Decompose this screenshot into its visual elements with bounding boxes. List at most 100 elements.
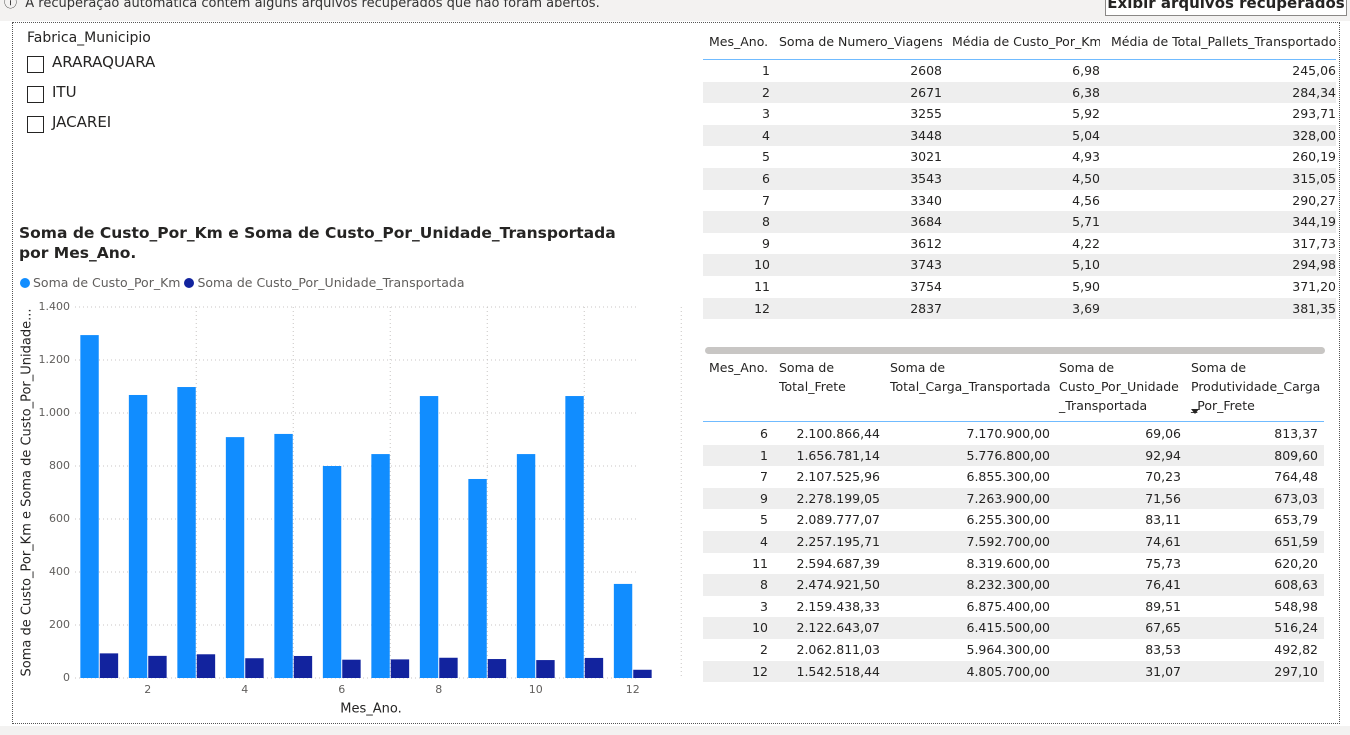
- x-tick-label: 10: [529, 683, 543, 696]
- scrollbar[interactable]: [705, 347, 1325, 354]
- table-cell: 4: [762, 127, 770, 143]
- table-cell: 3021: [910, 149, 942, 165]
- x-tick-label: 12: [626, 683, 640, 696]
- table-cell: 620,20: [1274, 555, 1318, 571]
- table-cell: 293,71: [1292, 106, 1336, 122]
- table-cell: 4: [760, 534, 768, 549]
- table-cell: 6.415.500,00: [966, 620, 1051, 636]
- row-band: [703, 617, 1324, 639]
- y-tick-label: 1.400: [39, 300, 71, 313]
- table-cell: 2608: [910, 63, 942, 78]
- table-cell: 7.170.900,00: [966, 426, 1051, 441]
- table-cell: 2.062.811,03: [796, 642, 881, 657]
- table-cell: 371,20: [1292, 279, 1336, 294]
- table-cell: 5.964.300,00: [966, 642, 1051, 657]
- table-cell: 12: [752, 663, 768, 679]
- table-cell: 3684: [910, 214, 942, 230]
- table-cell: 315,05: [1292, 171, 1336, 186]
- column-header: Média de Total_Pallets_Transportados: [1111, 34, 1336, 49]
- table-cell: 3754: [910, 279, 942, 294]
- row-band: [703, 81, 1336, 104]
- table-cell: 2671: [910, 84, 942, 100]
- table-cell: 4,93: [1072, 149, 1100, 165]
- legend-label: Soma de Custo_Por_Km: [33, 275, 181, 290]
- legend-item: Soma de Custo_Por_Unidade_Transportada: [184, 275, 464, 290]
- table-cell: 5,10: [1072, 257, 1100, 273]
- bar: [245, 658, 264, 678]
- table-cell: 3448: [910, 127, 942, 143]
- table-cell: 284,34: [1292, 84, 1336, 100]
- legend-item: Soma de Custo_Por_Km: [20, 275, 180, 290]
- table-cell: 11: [752, 555, 768, 571]
- x-tick-label: 8: [435, 683, 442, 696]
- table-cell: 4,22: [1072, 235, 1100, 251]
- bar: [80, 335, 99, 678]
- header-rule: [703, 59, 1336, 60]
- y-axis-label: Soma de Custo_Por_Km e Soma de Custo_Por…: [20, 308, 35, 676]
- bar: [439, 657, 458, 678]
- column-header: Mes_Ano.: [709, 360, 769, 375]
- table-cell: 3: [762, 106, 770, 122]
- table-cell: 2837: [910, 300, 942, 316]
- slicer-checkbox[interactable]: [27, 86, 44, 103]
- table-cell: 651,59: [1274, 534, 1318, 549]
- x-axis-label: Mes_Ano.: [340, 702, 401, 717]
- bar: [487, 659, 507, 678]
- bar: [322, 466, 342, 678]
- y-tick-label: 1.200: [39, 353, 71, 366]
- table-cell: 6.255.300,00: [966, 512, 1051, 528]
- table-cell: 381,35: [1292, 300, 1336, 316]
- table-cell: 92,94: [1145, 447, 1181, 463]
- row-band: [703, 574, 1324, 596]
- table-cell: 6.855.300,00: [966, 469, 1051, 485]
- table-cell: 4.805.700,00: [966, 663, 1051, 679]
- table-cell: 83,53: [1145, 642, 1181, 657]
- table-cell: 548,98: [1274, 598, 1318, 614]
- slicer-checkbox[interactable]: [27, 116, 44, 133]
- table-cell: 2.278.199,05: [796, 490, 881, 506]
- column-header: Soma de Total_Frete: [779, 360, 846, 394]
- sort-indicator[interactable]: [1191, 409, 1199, 414]
- bar: [225, 437, 245, 678]
- x-tick-label: 4: [241, 683, 248, 696]
- slicer-item: JACAREI: [52, 113, 112, 131]
- table-cell: 8.232.300,00: [966, 577, 1051, 593]
- table-cell: 70,23: [1145, 469, 1181, 485]
- slicer-item: ITU: [52, 83, 77, 101]
- column-header: Média de Custo_Por_Km: [952, 34, 1100, 49]
- slicer-title: Fabrica_Municipio: [27, 30, 151, 46]
- table-cell: 809,60: [1274, 447, 1318, 463]
- table-cell: 2.594.687,39: [796, 555, 881, 571]
- table-cell: 9: [760, 490, 768, 506]
- table-cell: 492,82: [1274, 642, 1318, 657]
- table-cell: 76,41: [1145, 577, 1181, 593]
- slicer-checkbox[interactable]: [27, 56, 44, 73]
- table-cell: 2.100.866,44: [796, 426, 881, 441]
- table-cell: 260,19: [1292, 149, 1336, 165]
- bar: [128, 394, 148, 678]
- table-cell: 4,56: [1072, 192, 1100, 208]
- table-cell: 74,61: [1145, 534, 1181, 549]
- table-cell: 5.776.800,00: [966, 447, 1051, 463]
- table-cell: 3,69: [1072, 300, 1100, 316]
- table-cell: 12: [754, 300, 770, 316]
- row-band: [703, 531, 1324, 553]
- recover-button[interactable]: Exibir arquivos recuperados: [1105, 0, 1347, 16]
- bar: [584, 657, 604, 678]
- table-cell: 71,56: [1145, 490, 1181, 506]
- table-cell: 4,50: [1072, 171, 1100, 186]
- table-cell: 7.263.900,00: [966, 490, 1051, 506]
- table-cell: 2.107.525,96: [796, 469, 881, 485]
- x-tick-label: 2: [144, 683, 151, 696]
- banner-message: ⓘ A recuperação automática contém alguns…: [4, 0, 600, 11]
- table-cell: 5,71: [1072, 214, 1100, 230]
- table-cell: 5,04: [1072, 127, 1100, 143]
- bar: [613, 583, 633, 678]
- legend-swatch: [184, 278, 195, 288]
- table-cell: 6,98: [1072, 63, 1100, 78]
- table-cell: 67,65: [1145, 620, 1181, 636]
- table-cell: 7: [760, 469, 768, 485]
- bar: [177, 387, 196, 678]
- y-tick-label: 0: [63, 671, 70, 684]
- table-cell: 3543: [910, 171, 942, 186]
